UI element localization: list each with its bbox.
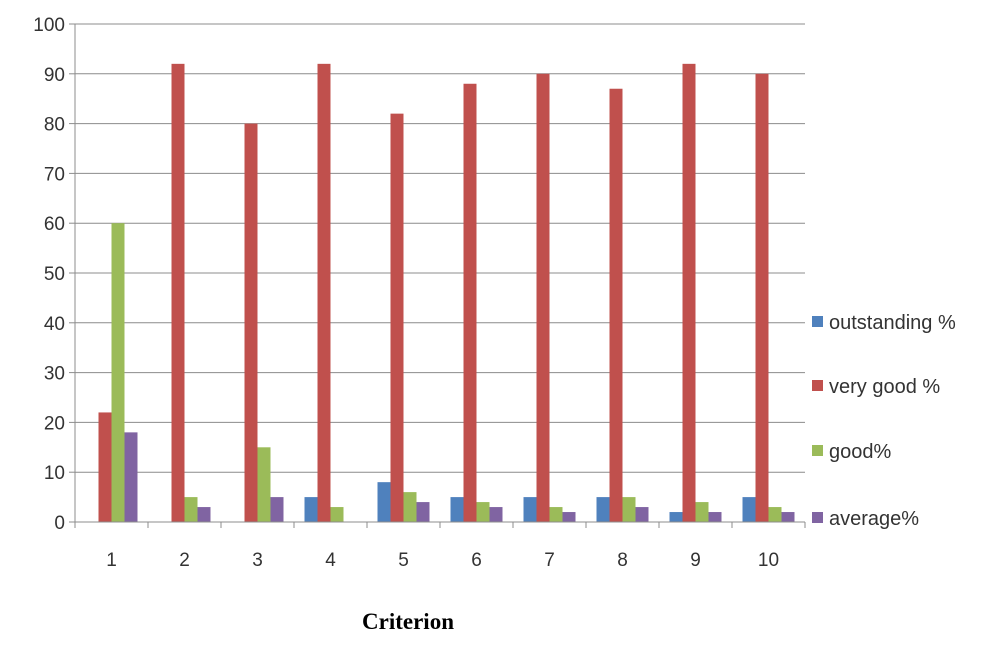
y-tick-label: 0 [54,513,65,534]
legend-swatch [812,316,823,327]
x-tick-label: 2 [179,550,190,571]
legend-label: good% [829,441,891,463]
x-tick-label: 6 [471,550,482,571]
bar [549,507,563,522]
bar [708,512,722,522]
bar [463,83,477,522]
bar [695,502,709,522]
bar [184,497,198,522]
bar [682,63,696,523]
y-tick-label: 90 [44,65,65,86]
x-axis-ticks: 1 2 3 4 5 6 7 8 9 10 [106,550,779,571]
bar [244,123,258,522]
bar [304,497,318,522]
y-tick-label: 20 [44,413,65,434]
y-tick-label: 60 [44,214,65,235]
bar [98,412,112,522]
bar [622,497,636,522]
y-tick-label: 50 [44,264,65,285]
legend-label: average% [829,508,919,530]
x-tick-label: 3 [252,550,263,571]
legend: outstanding % very good % good% average% [812,312,956,530]
bar [476,502,490,522]
axes [69,23,806,528]
bar [257,447,271,522]
x-tick-label: 4 [325,550,336,571]
bar [562,512,576,522]
legend-swatch [812,445,823,456]
bar [317,63,331,523]
bar [742,497,756,522]
bar [755,73,769,523]
bar [330,507,344,522]
x-tick-label: 9 [690,550,701,571]
bar [197,507,211,522]
y-tick-label: 100 [33,15,65,36]
bar [416,502,430,522]
y-tick-label: 30 [44,364,65,385]
bar [669,512,683,522]
bar [489,507,503,522]
bar [124,432,138,522]
x-tick-label: 5 [398,550,409,571]
bar [450,497,464,522]
x-tick-label: 1 [106,550,117,571]
bar [781,512,795,522]
legend-swatch [812,380,823,391]
bar [609,88,623,523]
bar [768,507,782,522]
y-tick-label: 10 [44,463,65,484]
y-tick-label: 80 [44,115,65,136]
y-tick-label: 70 [44,164,65,185]
legend-label: very good % [829,376,940,398]
bar [403,492,417,522]
bar [171,63,185,523]
bar [596,497,610,522]
bar [377,482,391,522]
y-tick-label: 40 [44,314,65,335]
bar [270,497,284,522]
legend-label: outstanding % [829,312,956,334]
bar [635,507,649,522]
y-axis-ticks: 0 10 20 30 40 50 60 70 80 90 100 [33,15,65,534]
x-tick-label: 10 [758,550,779,571]
bars [98,63,795,523]
bar [536,73,550,523]
bar [111,223,125,522]
gridlines [75,23,805,473]
legend-swatch [812,512,823,523]
x-tick-label: 8 [617,550,628,571]
bar [523,497,537,522]
x-axis-label: Criterion [362,609,454,634]
bar [390,113,404,522]
x-tick-label: 7 [544,550,555,571]
